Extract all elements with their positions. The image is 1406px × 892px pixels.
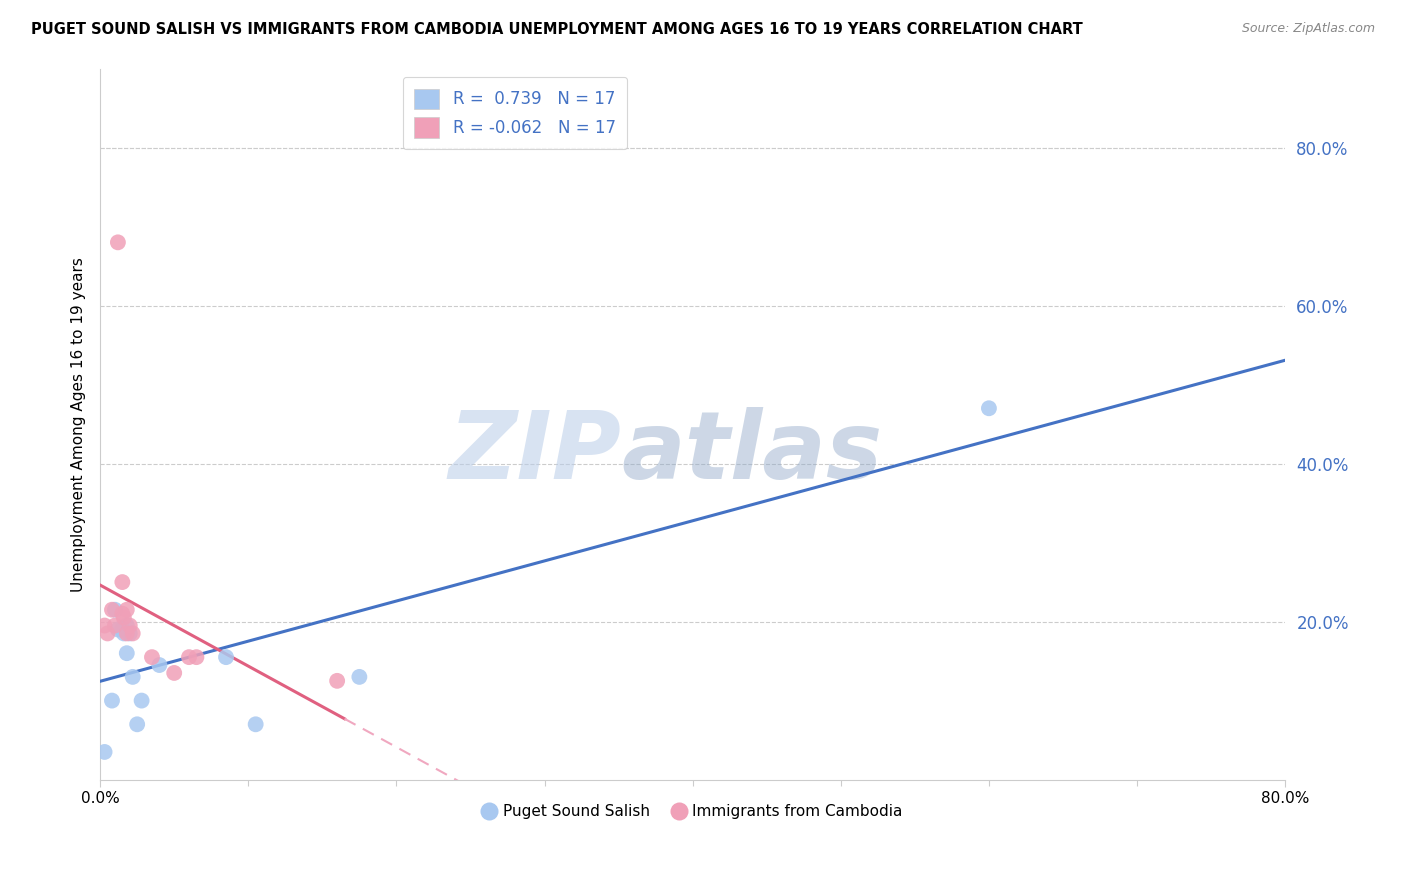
Point (115, 603, 138, 617)
Point (111, 607, 134, 621)
Point (104, 603, 127, 617)
Point (107, 623, 129, 637)
Point (104, 618, 127, 632)
Point (96, 626, 118, 640)
Point (107, 235, 129, 250)
Point (186, 650, 208, 665)
Point (245, 717, 267, 731)
Point (101, 693, 124, 707)
Point (349, 670, 371, 684)
Y-axis label: Unemployment Among Ages 16 to 19 years: Unemployment Among Ages 16 to 19 years (72, 257, 86, 591)
Point (163, 665, 186, 680)
Point (93, 745, 115, 759)
Point (326, 673, 349, 688)
Text: PUGET SOUND SALISH VS IMMIGRANTS FROM CAMBODIA UNEMPLOYMENT AMONG AGES 16 TO 19 : PUGET SOUND SALISH VS IMMIGRANTS FROM CA… (31, 22, 1083, 37)
Point (115, 646, 138, 660)
Point (131, 693, 153, 707)
Text: ZIP: ZIP (449, 407, 621, 499)
Point (111, 575, 134, 590)
Point (111, 623, 134, 637)
Point (93, 618, 115, 632)
Point (977, 401, 1000, 416)
Point (177, 650, 200, 665)
Point (115, 626, 138, 640)
Point (115, 618, 138, 632)
Point (121, 670, 143, 684)
Point (121, 626, 143, 640)
Point (118, 618, 141, 632)
Point (112, 610, 135, 624)
Point (101, 603, 124, 617)
Point (118, 626, 141, 640)
Point (148, 658, 170, 673)
Point (112, 626, 135, 640)
Legend: Puget Sound Salish, Immigrants from Cambodia: Puget Sound Salish, Immigrants from Camb… (477, 798, 908, 825)
Point (127, 717, 149, 731)
Text: atlas: atlas (621, 407, 883, 499)
Text: Source: ZipAtlas.com: Source: ZipAtlas.com (1241, 22, 1375, 36)
Point (215, 650, 238, 665)
Point (141, 650, 163, 665)
